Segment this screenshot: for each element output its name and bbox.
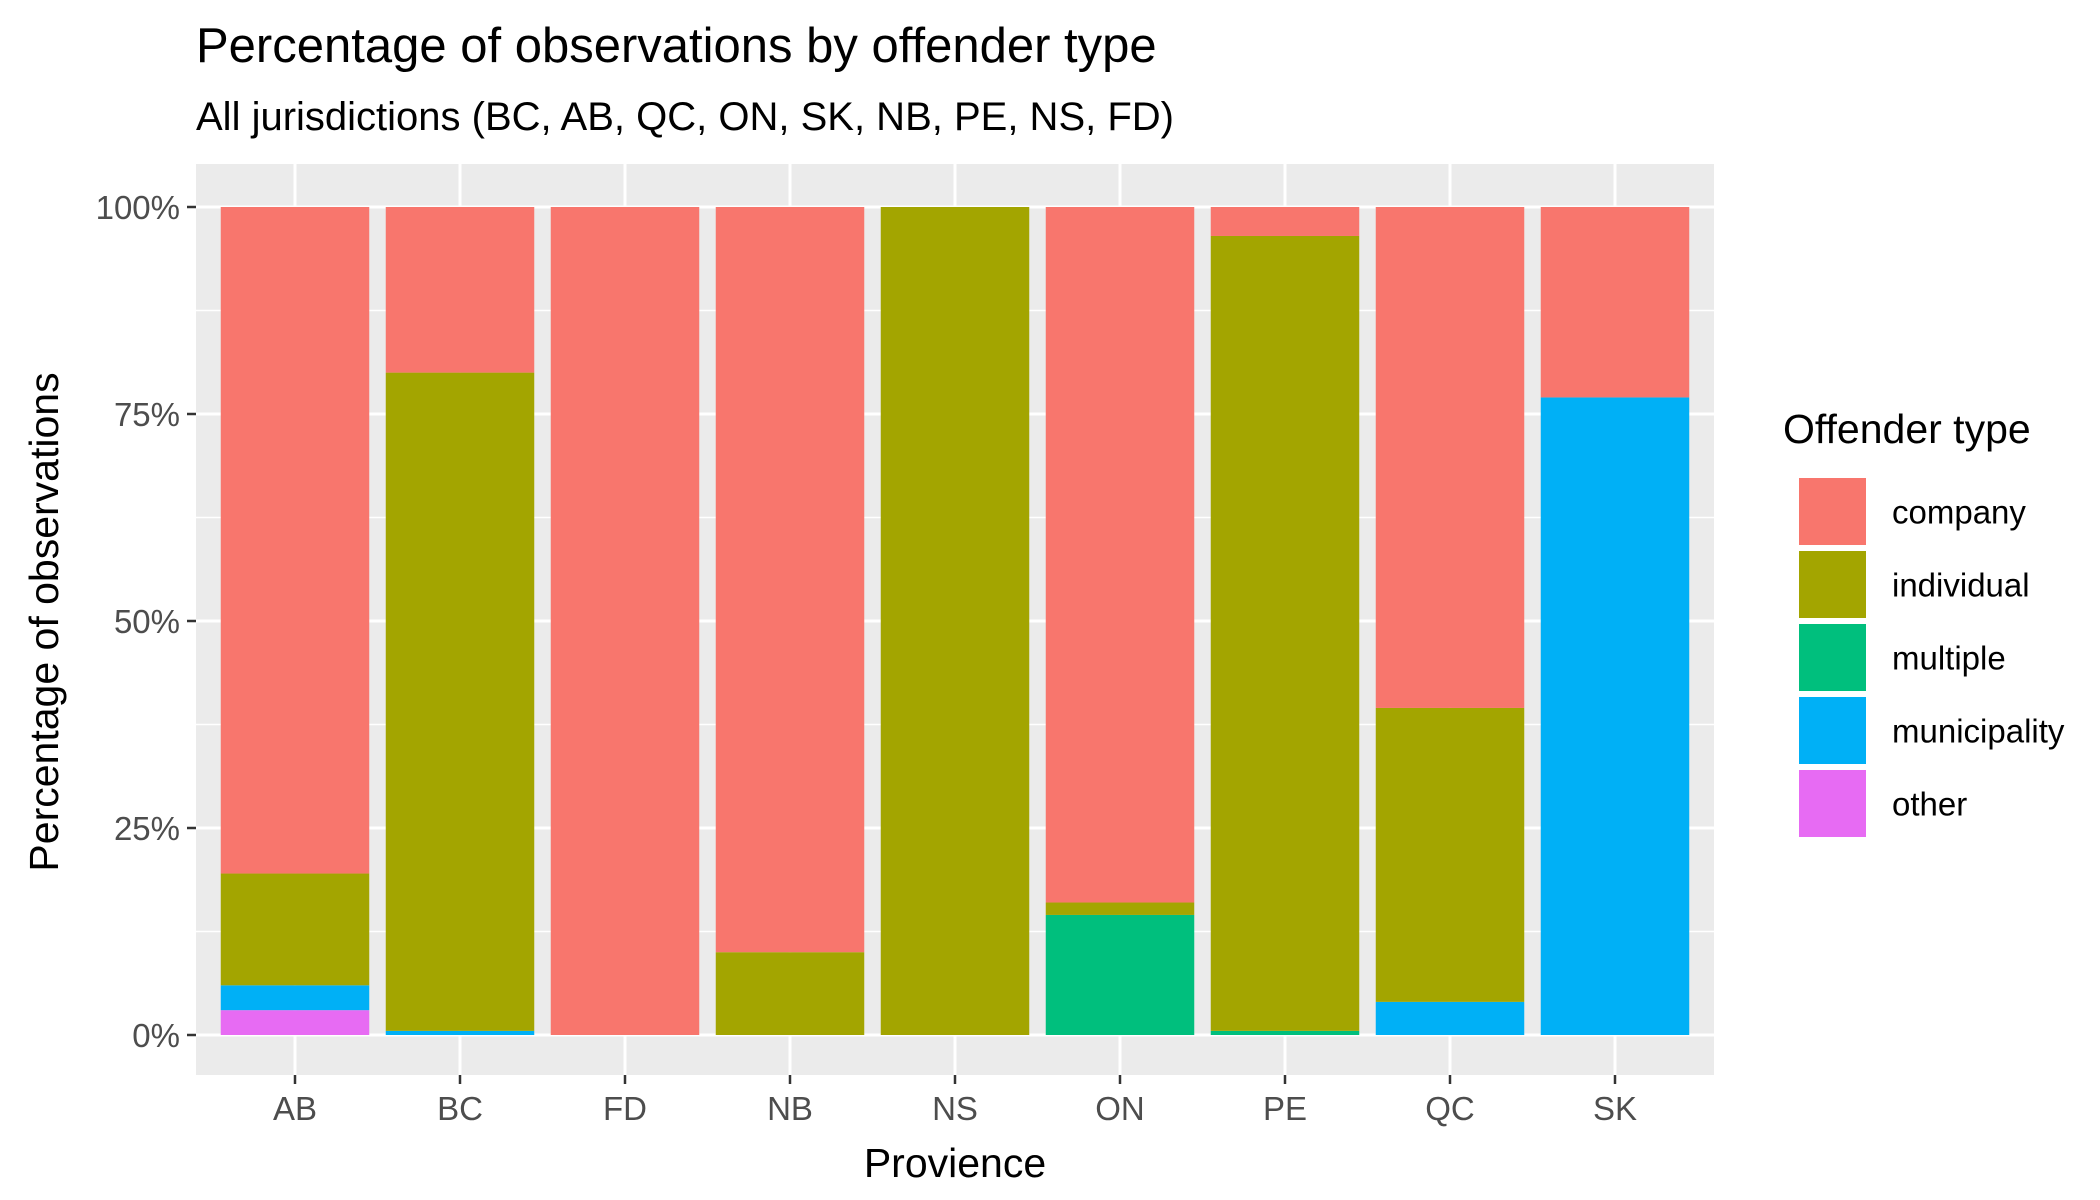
y-tick-label: 100% [96, 189, 180, 226]
bar-ab-municipality [220, 985, 370, 1011]
x-tick-label: NS [932, 1090, 978, 1127]
x-axis-ticks: AB BC FD NB NS ON PE QC SK [273, 1075, 1637, 1127]
y-tick-label: 50% [114, 603, 180, 640]
bar-bc-municipality [385, 1030, 535, 1035]
x-tick-label: NB [767, 1090, 813, 1127]
bar-ab-other [220, 1010, 370, 1035]
bar-pe-company [1210, 207, 1360, 236]
bar-sk-company [1540, 207, 1690, 398]
x-tick-label: SK [1593, 1090, 1637, 1127]
y-tick-label: 25% [114, 810, 180, 847]
bar-pe-individual [1210, 235, 1360, 1031]
x-tick-label: QC [1425, 1090, 1475, 1127]
legend-label-municipality: municipality [1892, 713, 2065, 750]
legend-key-multiple [1799, 624, 1866, 691]
bar-qc-individual [1375, 707, 1525, 1002]
bar-on-multiple [1045, 914, 1195, 1035]
x-tick-label: PE [1263, 1090, 1307, 1127]
bar-bc-individual [385, 372, 535, 1031]
bar-bc-company [385, 207, 535, 373]
x-tick-label: FD [603, 1090, 647, 1127]
y-tick-label: 0% [132, 1017, 180, 1054]
legend-label-multiple: multiple [1892, 640, 2006, 677]
bar-ab-individual [220, 873, 370, 986]
x-tick-label: ON [1095, 1090, 1145, 1127]
legend-label-other: other [1892, 786, 1967, 823]
legend-items: company individual multiple municipality oth… [1799, 478, 2065, 837]
legend-title: Offender type [1783, 406, 2031, 452]
legend-key-individual [1799, 551, 1866, 618]
x-tick-label: BC [437, 1090, 483, 1127]
bar-ns-individual [880, 207, 1030, 1035]
y-axis-title: Percentage of observations [21, 372, 67, 871]
bar-nb-company [715, 207, 865, 953]
chart-title: Percentage of observations by offender t… [196, 19, 1157, 73]
bar-fd-company [550, 207, 700, 1035]
legend-key-other [1799, 770, 1866, 837]
x-axis-title: Provience [864, 1140, 1046, 1186]
legend: Offender type company individual multiple m… [1783, 406, 2065, 837]
bar-ab-company [220, 207, 370, 874]
bars [220, 207, 1690, 1035]
legend-label-company: company [1892, 494, 2026, 531]
y-tick-label: 75% [114, 396, 180, 433]
legend-label-individual: individual [1892, 567, 2030, 604]
legend-key-municipality [1799, 697, 1866, 764]
bar-nb-individual [715, 952, 865, 1035]
bar-on-company [1045, 207, 1195, 903]
bar-sk-municipality [1540, 397, 1690, 1035]
x-tick-label: AB [273, 1090, 317, 1127]
bar-qc-municipality [1375, 1001, 1525, 1035]
chart-subtitle: All jurisdictions (BC, AB, QC, ON, SK, N… [196, 95, 1174, 139]
legend-key-company [1799, 478, 1866, 545]
bar-on-individual [1045, 902, 1195, 915]
bar-pe-multiple [1210, 1030, 1360, 1035]
y-axis-ticks: 0% 25% 50% 75% 100% [96, 189, 196, 1054]
bar-qc-company [1375, 207, 1525, 708]
